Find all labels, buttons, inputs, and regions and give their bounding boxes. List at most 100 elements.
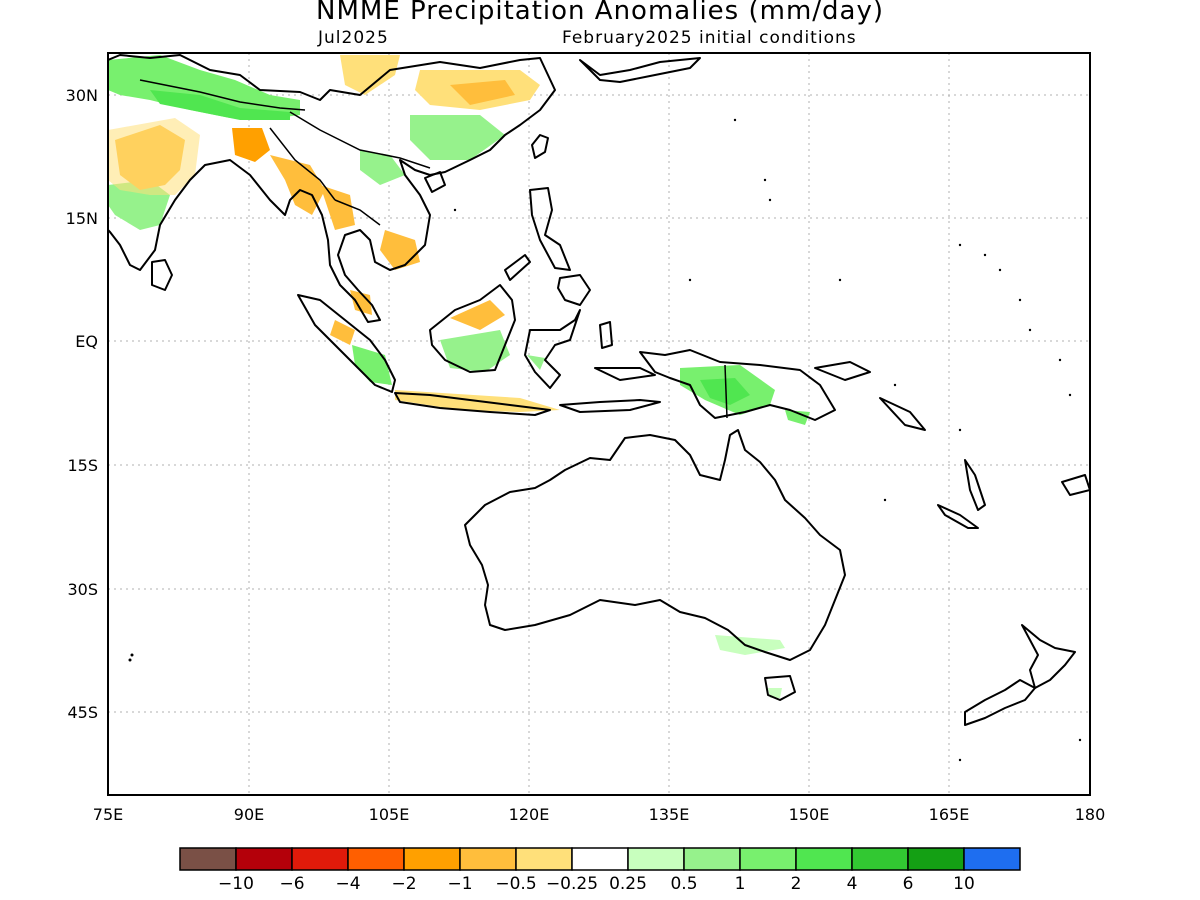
coast-sumatra bbox=[297, 294, 396, 393]
anomaly-moderate-new-guinea bbox=[700, 378, 750, 405]
anomaly-light-dry-india bbox=[108, 118, 200, 195]
anomaly-wet-sulawesi bbox=[527, 355, 545, 370]
lat-label: 30S bbox=[67, 580, 98, 599]
colorbar-label: 0.5 bbox=[670, 874, 697, 894]
colorbar-swatch bbox=[683, 847, 741, 871]
lat-label: 15S bbox=[67, 456, 98, 475]
initial-conditions: February2025 initial conditions bbox=[562, 28, 857, 48]
anomaly-shading bbox=[108, 55, 810, 698]
colorbar-swatch bbox=[347, 847, 405, 871]
lon-label: 135E bbox=[649, 805, 690, 824]
colorbar-label: −1 bbox=[447, 874, 472, 894]
coast-new-zealand-north bbox=[1021, 624, 1076, 689]
coast-asia-mainland bbox=[108, 54, 556, 323]
longitude-labels: 75E 90E 105E 120E 135E 150E 165E 180 bbox=[93, 805, 1106, 824]
colorbar-swatch bbox=[851, 847, 909, 871]
map-frame bbox=[107, 52, 1091, 796]
coast-new-guinea bbox=[639, 349, 836, 421]
lon-label: 150E bbox=[789, 805, 830, 824]
coast-japan-ryukyu bbox=[579, 57, 701, 83]
coast-luzon bbox=[529, 187, 571, 271]
coastlines bbox=[108, 54, 1090, 726]
anomaly-dry-bangladesh bbox=[232, 128, 270, 162]
coast-sulawesi bbox=[524, 309, 581, 389]
coast-hainan bbox=[424, 171, 446, 193]
border-china-south bbox=[289, 111, 431, 169]
colorbar-swatch bbox=[515, 847, 573, 871]
anomaly-dry-central-china bbox=[450, 80, 515, 105]
colorbar-label: 6 bbox=[903, 874, 914, 894]
colorbar-swatch bbox=[795, 847, 853, 871]
lon-label: 180 bbox=[1075, 805, 1106, 824]
map-gridlines bbox=[108, 53, 1090, 795]
forecast-month: Jul2025 bbox=[318, 28, 389, 48]
colorbar-swatch bbox=[459, 847, 517, 871]
border-myanmar bbox=[269, 127, 336, 201]
colorbar-label: −0.25 bbox=[546, 874, 598, 894]
colorbar-label: 1 bbox=[735, 874, 746, 894]
colorbar: −10 −6 −4 −2 −1 −0.5 −0.25 0.25 0.5 1 2 4 6 10 bbox=[179, 847, 1021, 894]
coast-fiji bbox=[1061, 474, 1090, 496]
anomaly-dry-thailand bbox=[320, 185, 355, 230]
colorbar-swatch bbox=[627, 847, 685, 871]
anomaly-wet-sumatra bbox=[352, 345, 392, 385]
colorbar-label: −2 bbox=[391, 874, 416, 894]
lat-label: 30N bbox=[66, 86, 98, 105]
lon-label: 165E bbox=[929, 805, 970, 824]
lat-label: EQ bbox=[75, 332, 98, 351]
colorbar-label: 2 bbox=[791, 874, 802, 894]
anomaly-wet-laos bbox=[360, 150, 405, 185]
map-title: NMME Precipitation Anomalies (mm/day) bbox=[316, 0, 884, 26]
lon-label: 75E bbox=[93, 805, 123, 824]
colorbar-label: 10 bbox=[953, 874, 975, 894]
coast-sri-lanka bbox=[151, 259, 173, 291]
anomaly-dry-malaya bbox=[350, 290, 372, 315]
coast-seram bbox=[594, 367, 656, 381]
lon-label: 120E bbox=[509, 805, 550, 824]
coast-solomons bbox=[879, 397, 926, 431]
coast-new-caledonia bbox=[937, 504, 979, 529]
colorbar-label: −4 bbox=[335, 874, 360, 894]
coast-new-britain bbox=[814, 361, 871, 381]
country-borders bbox=[139, 79, 728, 419]
coast-java bbox=[394, 392, 551, 416]
colorbar-swatch bbox=[403, 847, 461, 871]
anomaly-wet-south-china bbox=[410, 115, 505, 160]
colorbar-swatch bbox=[963, 847, 1021, 871]
coast-new-zealand-south bbox=[964, 679, 1036, 726]
coast-australia bbox=[464, 429, 846, 661]
coast-halmahera bbox=[599, 321, 613, 349]
anomaly-dry-sumatra bbox=[330, 320, 355, 345]
coast-tasmania bbox=[764, 675, 796, 701]
border-himalaya bbox=[139, 79, 306, 111]
anomaly-dry-borneo bbox=[450, 300, 505, 330]
lat-label: 45S bbox=[67, 703, 98, 722]
anomaly-moderate-himalaya bbox=[150, 90, 290, 120]
colorbar-label: −0.5 bbox=[495, 874, 536, 894]
colorbar-swatch bbox=[235, 847, 293, 871]
coast-vanuatu bbox=[964, 459, 986, 511]
coast-borneo bbox=[429, 284, 516, 373]
coast-palawan bbox=[504, 254, 531, 281]
colorbar-swatch bbox=[907, 847, 965, 871]
colorbar-label: −10 bbox=[218, 874, 254, 894]
lat-label: 15N bbox=[66, 209, 98, 228]
border-thailand bbox=[334, 199, 381, 226]
colorbar-swatch bbox=[179, 847, 237, 871]
anomaly-dry-tibet bbox=[340, 55, 400, 95]
anomaly-wet-victoria bbox=[715, 635, 785, 655]
coast-mindanao bbox=[557, 274, 591, 306]
lon-label: 105E bbox=[369, 805, 410, 824]
colorbar-label: −6 bbox=[279, 874, 304, 894]
colorbar-swatch bbox=[291, 847, 349, 871]
border-png bbox=[724, 364, 728, 419]
colorbar-swatch bbox=[739, 847, 797, 871]
pacific-islands bbox=[128, 118, 1082, 762]
lon-label: 90E bbox=[234, 805, 264, 824]
anomaly-dry-vietnam bbox=[380, 230, 420, 270]
anomaly-dry-myanmar bbox=[270, 155, 325, 215]
colorbar-label: 0.25 bbox=[609, 874, 647, 894]
coast-taiwan bbox=[531, 134, 549, 159]
anomaly-wet-borneo bbox=[440, 330, 510, 372]
